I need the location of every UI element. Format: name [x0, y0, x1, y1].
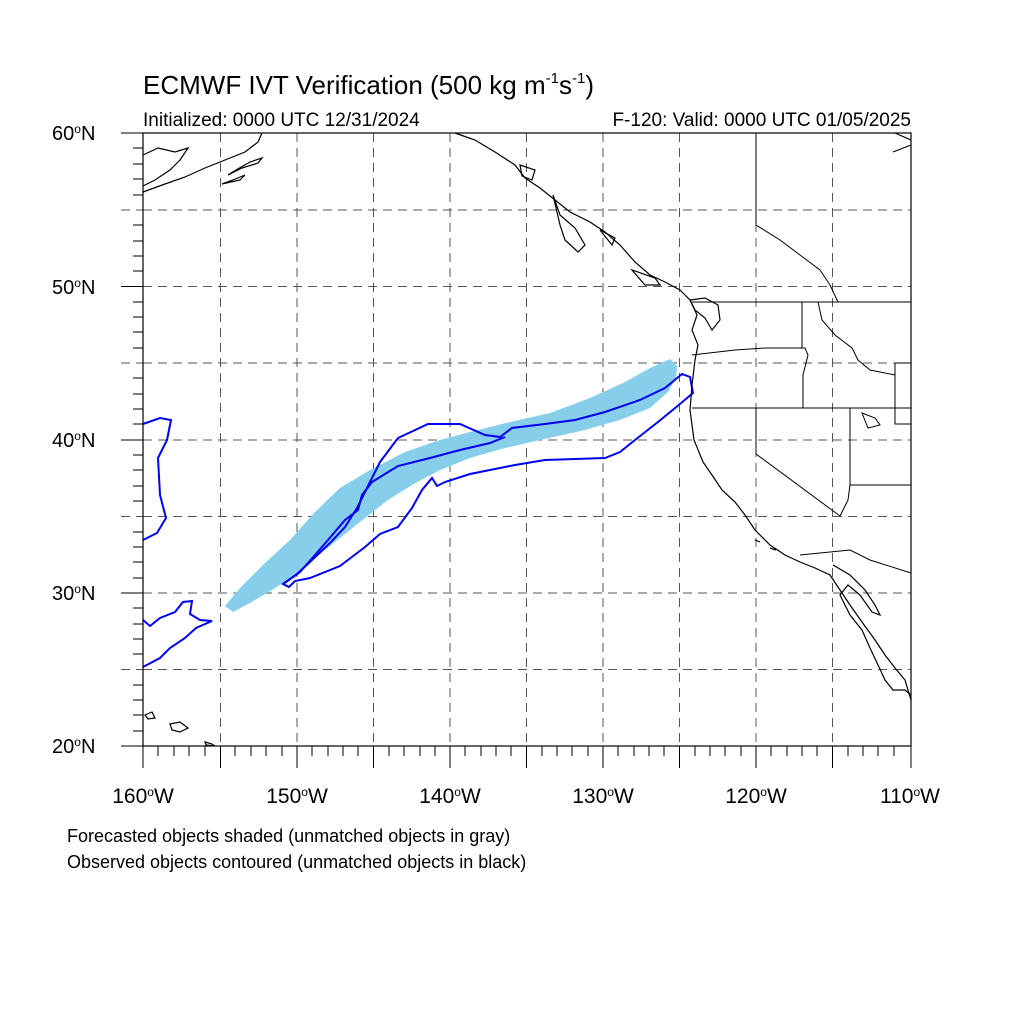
axis-ticks — [121, 132, 912, 768]
coastlines — [142, 132, 912, 747]
lon-label-160w: 160oW — [112, 785, 174, 808]
grid-outer-ticks — [121, 209, 143, 670]
note-forecast: Forecasted objects shaded (unmatched obj… — [67, 826, 511, 846]
note-observed: Observed objects contoured (unmatched ob… — [67, 852, 527, 872]
forecast-ivt-object — [225, 359, 677, 612]
lon-label-120w: 120oW — [725, 785, 787, 808]
title-main: ECMWF IVT Verification (500 kg m — [143, 70, 546, 100]
lon-label-150w: 150oW — [266, 785, 328, 808]
lat-label-50n: 50oN — [52, 276, 96, 299]
observed-ivt-contour-west-1 — [142, 416, 173, 541]
map-title: ECMWF IVT Verification (500 kg m-1s-1) — [143, 70, 594, 101]
title-close: ) — [585, 70, 594, 100]
title-exp-2: -1 — [571, 70, 586, 87]
observed-ivt-contour-main — [281, 372, 695, 589]
observed-ivt-contour-inner — [282, 436, 506, 585]
axis-minor-ticks — [133, 147, 895, 756]
valid-time-label: F-120: Valid: 0000 UTC 01/05/2025 — [612, 110, 911, 131]
init-time-label: Initialized: 0000 UTC 12/31/2024 — [143, 110, 420, 131]
lat-label-60n: 60oN — [52, 122, 96, 145]
title-s: s — [558, 70, 572, 100]
state-borders — [691, 133, 912, 574]
lat-label-30n: 30oN — [52, 582, 96, 605]
title-exp-1: -1 — [545, 70, 559, 87]
observed-ivt-contour-west-2 — [142, 599, 213, 668]
lat-label-40n: 40oN — [52, 429, 96, 452]
lon-label-110w: 110oW — [880, 785, 940, 808]
lon-label-140w: 140oW — [419, 785, 481, 808]
lat-label-20n: 20oN — [52, 735, 96, 758]
lon-label-130w: 130oW — [572, 785, 634, 808]
